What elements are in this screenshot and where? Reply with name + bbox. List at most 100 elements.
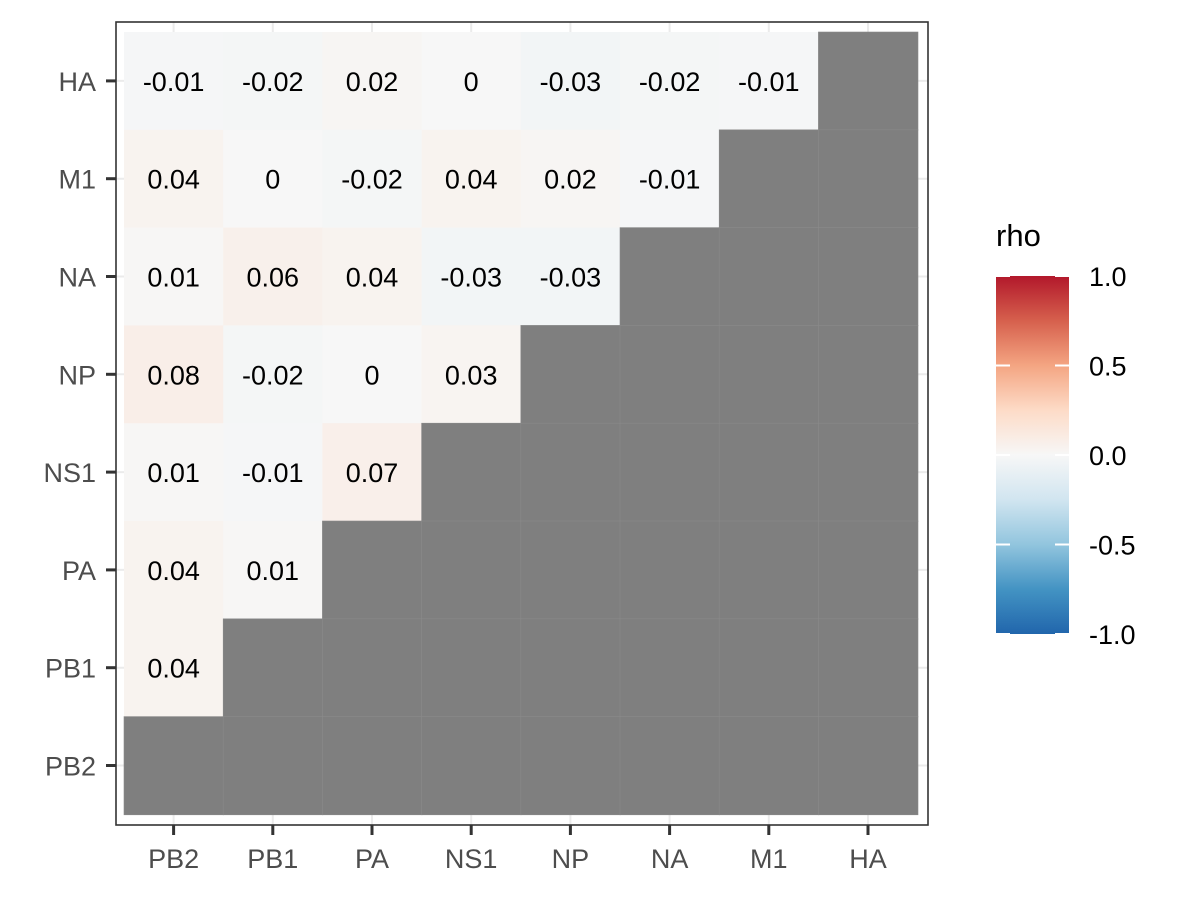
x-axis-tick-label: PB2 (148, 844, 199, 874)
y-axis-tick-label: HA (58, 67, 96, 97)
heatmap-cell (124, 227, 224, 326)
cell-value-label: 0.04 (147, 654, 200, 684)
heatmap-cell (223, 129, 323, 228)
heatmap-cell-missing (520, 325, 621, 424)
heatmap-cell-missing (718, 422, 820, 522)
y-axis-tick-label: NA (58, 263, 96, 293)
y-axis-tick-label: NS1 (43, 458, 96, 488)
heatmap-cell-missing (322, 716, 423, 816)
heatmap-cell-missing (520, 618, 621, 718)
legend-tick-label: 0.5 (1089, 352, 1127, 382)
y-axis-tick-label: PA (62, 556, 96, 586)
legend-ticks: 1.0 0.5 0.0 -0.5 -1.0 (996, 262, 1136, 650)
heatmap-cell-missing (718, 618, 820, 718)
heatmap-cell (421, 325, 522, 424)
heatmap-cell (322, 129, 422, 228)
heatmap-cell-missing (818, 31, 919, 131)
cell-value-label: -0.01 (738, 67, 800, 97)
heatmap-cell-missing (718, 325, 820, 424)
cell-value-label: -0.01 (143, 67, 205, 97)
panel-border (115, 21, 929, 826)
heatmap-cell (124, 129, 224, 228)
legend-tick-label: 0.0 (1089, 441, 1127, 471)
heatmap-cell (124, 521, 224, 620)
heatmap-cell-missing (818, 716, 919, 816)
heatmap-cell-missing (718, 716, 820, 816)
cell-value-label: 0.01 (247, 556, 300, 586)
heatmap-cell (322, 227, 422, 326)
heatmap-cell (223, 325, 323, 424)
x-axis-tick-label: PB1 (247, 844, 298, 874)
legend-tick-label: -0.5 (1089, 531, 1136, 561)
x-axis-tick-label: HA (849, 844, 887, 874)
heatmap-cell-missing (818, 129, 919, 229)
x-axis-tick-label: NS1 (445, 844, 498, 874)
heatmap-cell (421, 129, 522, 228)
cell-value-label: 0.04 (346, 263, 399, 293)
heatmap-cell-missing (718, 129, 820, 229)
heatmap-cell (719, 32, 819, 131)
cell-value-label: 0.01 (147, 263, 200, 293)
cell-value-label: -0.03 (540, 67, 602, 97)
x-axis-tick-label: NP (552, 844, 590, 874)
heatmap-cell (520, 129, 621, 228)
heatmap-cells (123, 31, 919, 816)
heatmap-cell-missing (619, 325, 720, 424)
heatmap-cell (520, 32, 621, 131)
heatmap-cell (620, 32, 720, 131)
heatmap-cell-missing (619, 227, 720, 327)
heatmap-cell-missing (619, 618, 720, 718)
y-axis: HA M1 NA NP NS1 PA PB1 PB2 (43, 67, 116, 782)
y-axis-tick-label: PB2 (45, 752, 96, 782)
heatmap-cell-missing (818, 227, 919, 327)
cell-value-label: -0.01 (242, 458, 304, 488)
cell-value-label: -0.02 (242, 360, 304, 390)
cell-value-label: 0.01 (147, 458, 200, 488)
heatmap-cell-missing (818, 325, 919, 424)
heatmap-cell-missing (818, 422, 919, 522)
color-legend: rho 1.0 0.5 0.0 -0.5 -1.0 (996, 218, 1136, 650)
legend-tick-label: -1.0 (1089, 620, 1136, 650)
cell-value-label: -0.03 (440, 263, 502, 293)
cell-value-label: -0.01 (639, 165, 701, 195)
heatmap-cell (223, 423, 323, 522)
heatmap-cell-missing (619, 520, 720, 620)
heatmap-cell (520, 227, 621, 326)
heatmap-cell (322, 32, 422, 131)
heatmap-cell (124, 32, 224, 131)
heatmap-cell (421, 227, 522, 326)
heatmap-cell-missing (818, 520, 919, 620)
heatmap-cell-missing (718, 520, 820, 620)
cell-value-label: 0.03 (445, 360, 498, 390)
cell-value-label: 0.06 (247, 263, 300, 293)
heatmap-cell (124, 618, 224, 717)
cell-value-label: 0.02 (346, 67, 399, 97)
heatmap-cell-missing (520, 520, 621, 620)
heatmap-cell (223, 521, 323, 620)
x-axis-tick-label: PA (355, 844, 389, 874)
y-axis-tick-label: M1 (58, 165, 96, 195)
cell-value-label: 0.04 (445, 165, 498, 195)
heatmap-cell (124, 423, 224, 522)
heatmap-cell-missing (222, 618, 324, 718)
heatmap-cell-missing (421, 520, 522, 620)
heatmap-cell-missing (421, 716, 522, 816)
heatmap-cell-missing (322, 618, 423, 718)
heatmap-cell (620, 129, 720, 228)
cell-value-label: 0.04 (147, 556, 200, 586)
cell-value-label: 0 (265, 165, 280, 195)
heatmap-cell-missing (222, 716, 324, 816)
heatmap-cell-missing (619, 716, 720, 816)
cell-value-label: 0 (464, 67, 479, 97)
cell-value-label: -0.02 (242, 67, 304, 97)
heatmap-cell-missing (818, 618, 919, 718)
cell-value-label: 0.07 (346, 458, 399, 488)
y-axis-tick-label: PB1 (45, 654, 96, 684)
heatmap-cell (124, 325, 224, 424)
heatmap-cell-missing (322, 520, 423, 620)
cell-value-label: 0 (364, 360, 379, 390)
legend-tick-label: 1.0 (1089, 262, 1127, 292)
heatmap-cell-missing (421, 422, 522, 522)
legend-title: rho (996, 218, 1041, 253)
